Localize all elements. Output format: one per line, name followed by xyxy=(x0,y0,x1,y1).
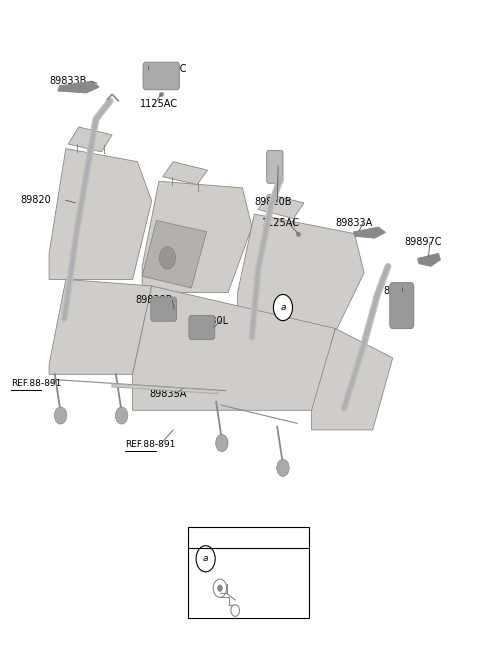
Polygon shape xyxy=(238,214,364,332)
Text: 1125AC: 1125AC xyxy=(262,217,300,227)
FancyBboxPatch shape xyxy=(143,62,180,90)
Text: REF.88-891: REF.88-891 xyxy=(0,656,1,657)
Polygon shape xyxy=(418,253,441,266)
Text: 89833B: 89833B xyxy=(49,76,86,86)
Polygon shape xyxy=(163,162,207,185)
FancyBboxPatch shape xyxy=(189,315,215,340)
Circle shape xyxy=(231,604,240,616)
Text: 89835A: 89835A xyxy=(149,389,187,399)
Text: a: a xyxy=(203,555,208,563)
Polygon shape xyxy=(142,181,252,292)
FancyBboxPatch shape xyxy=(151,297,177,321)
Circle shape xyxy=(274,294,292,321)
Polygon shape xyxy=(58,81,99,93)
Text: REF.88-891: REF.88-891 xyxy=(11,379,61,388)
Text: 89820: 89820 xyxy=(21,195,51,205)
Text: 89897C: 89897C xyxy=(149,64,187,74)
Circle shape xyxy=(217,585,222,591)
Text: 89810: 89810 xyxy=(383,286,414,296)
Polygon shape xyxy=(142,221,206,288)
Polygon shape xyxy=(68,127,112,152)
Text: 89830R: 89830R xyxy=(135,296,172,306)
Text: REF.88-891: REF.88-891 xyxy=(0,656,1,657)
Text: 88878: 88878 xyxy=(218,567,249,577)
Circle shape xyxy=(159,247,176,269)
FancyBboxPatch shape xyxy=(267,150,283,183)
Text: 88877: 88877 xyxy=(266,588,297,598)
Text: a: a xyxy=(280,303,286,312)
Text: 89830L: 89830L xyxy=(192,315,228,326)
Polygon shape xyxy=(312,328,393,430)
Circle shape xyxy=(213,579,227,597)
Text: 89897C: 89897C xyxy=(405,237,442,247)
Polygon shape xyxy=(49,148,152,279)
FancyBboxPatch shape xyxy=(390,283,414,328)
Polygon shape xyxy=(354,227,385,238)
Circle shape xyxy=(196,546,215,572)
Text: 89820B: 89820B xyxy=(254,197,292,207)
Circle shape xyxy=(54,407,67,424)
Text: REF.88-891: REF.88-891 xyxy=(125,440,176,449)
Polygon shape xyxy=(132,286,336,410)
Circle shape xyxy=(216,434,228,451)
Text: 89833A: 89833A xyxy=(336,217,372,227)
Circle shape xyxy=(116,407,128,424)
Bar xyxy=(188,528,309,618)
Circle shape xyxy=(277,459,289,476)
Text: 1125AC: 1125AC xyxy=(140,99,178,109)
Polygon shape xyxy=(258,194,304,219)
Polygon shape xyxy=(49,279,152,374)
